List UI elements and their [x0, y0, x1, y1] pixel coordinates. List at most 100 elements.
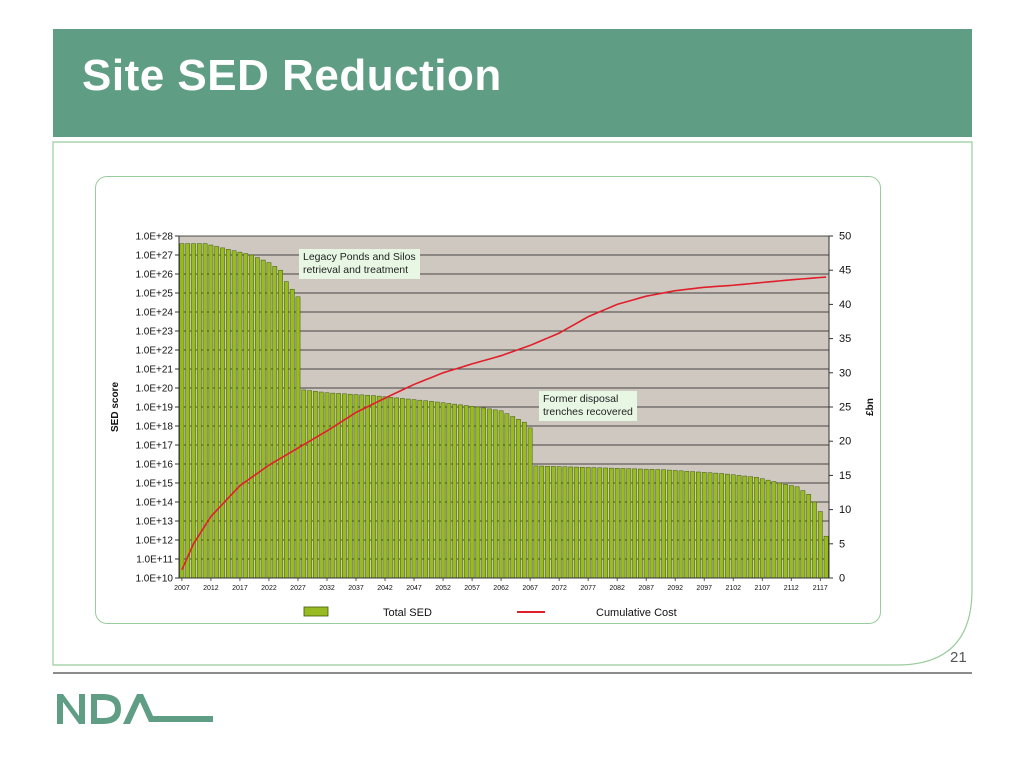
sed-bar	[179, 243, 185, 579]
x-tick-label: 2037	[348, 585, 364, 592]
x-tick-label: 2057	[464, 585, 480, 592]
y-tick-label: 1.0E+22	[135, 346, 173, 357]
sed-bar	[330, 392, 336, 579]
sed-bar	[452, 403, 458, 579]
sed-bar	[684, 470, 690, 579]
x-tick-label: 2102	[725, 585, 741, 592]
slide-title: Site SED Reduction	[82, 51, 502, 100]
y-tick-label: 1.0E+15	[135, 479, 173, 490]
x-tick-label: 2007	[174, 585, 190, 592]
sed-bar	[788, 485, 794, 579]
sed-bar	[225, 249, 231, 579]
sed-bar	[365, 394, 370, 579]
sed-bar	[382, 396, 388, 579]
sed-bar	[719, 473, 724, 579]
sed-bar	[661, 469, 666, 579]
sed-bar	[394, 397, 399, 579]
y-tick-label: 1.0E+10	[135, 574, 173, 585]
sed-bar	[446, 403, 452, 579]
sed-bar	[742, 475, 748, 579]
sed-bar	[405, 398, 411, 579]
annotation-line: Legacy Ponds and Silos	[303, 251, 416, 263]
y-tick-label: 1.0E+20	[135, 384, 173, 395]
y-tick-label: 1.0E+26	[135, 270, 173, 281]
sed-bar	[527, 427, 533, 579]
y2-axis-label: £bn	[865, 398, 876, 416]
sed-bar	[713, 472, 719, 579]
sed-bar	[237, 251, 243, 579]
x-tick-label: 2112	[784, 585, 799, 592]
x-tick-label: 2017	[232, 585, 248, 592]
sed-bar	[255, 257, 260, 579]
y2-tick-label: 40	[839, 299, 851, 311]
x-tick-label: 2062	[493, 585, 509, 592]
sed-bar	[307, 390, 312, 579]
y-tick-label: 1.0E+12	[135, 536, 173, 547]
y-tick-label: 1.0E+11	[136, 555, 173, 566]
y-tick-label: 1.0E+25	[135, 289, 173, 300]
sed-bar	[591, 467, 597, 579]
sed-bar	[353, 394, 359, 579]
sed-bar	[696, 471, 701, 579]
sed-bar	[754, 477, 759, 579]
x-tick-label: 2077	[580, 585, 596, 592]
sed-bar	[707, 472, 713, 579]
sed-bar	[429, 401, 434, 579]
sed-bar	[550, 466, 556, 579]
x-tick-label: 2027	[290, 585, 306, 592]
sed-bar	[614, 468, 620, 579]
sed-bar	[783, 484, 788, 579]
sed-bar	[400, 398, 405, 579]
sed-bar	[771, 481, 777, 579]
y2-tick-label: 0	[839, 573, 845, 585]
sed-bar	[649, 469, 655, 579]
sed-bar	[539, 465, 545, 579]
sed-bar	[295, 296, 301, 579]
x-tick-label: 2097	[696, 585, 712, 592]
sed-bar	[347, 393, 353, 579]
y2-tick-label: 5	[839, 538, 845, 550]
y-tick-label: 1.0E+19	[135, 403, 173, 414]
y2-tick-label: 45	[839, 265, 851, 277]
sed-bar	[794, 486, 800, 579]
x-tick-label: 2092	[667, 585, 683, 592]
sed-bar	[597, 467, 603, 579]
sed-bar	[487, 408, 492, 579]
sed-bar	[765, 479, 771, 579]
x-tick-label: 2067	[522, 585, 538, 592]
sed-bar	[521, 421, 527, 579]
y2-tick-label: 30	[839, 367, 851, 379]
footer-rule	[53, 672, 972, 674]
y-tick-label: 1.0E+24	[135, 308, 173, 319]
y-tick-label: 1.0E+13	[135, 517, 173, 528]
annotation-line: trenches recovered	[543, 406, 633, 418]
sed-bar	[434, 401, 440, 579]
sed-bar	[667, 469, 672, 579]
sed-bar	[730, 474, 736, 579]
y-tick-label: 1.0E+27	[135, 251, 173, 262]
sed-bar	[510, 416, 516, 579]
legend-swatch-total-sed	[303, 606, 329, 617]
y2-tick-label: 10	[839, 504, 851, 516]
sed-bar	[672, 470, 678, 579]
sed-bar	[655, 469, 661, 579]
y2-tick-label: 50	[839, 231, 851, 243]
sed-bar	[220, 247, 225, 579]
sed-bar	[498, 410, 504, 579]
y-axis-label: SED score	[110, 382, 121, 432]
sed-bar	[371, 395, 376, 579]
x-tick-label: 2022	[261, 585, 277, 592]
sed-bar	[440, 402, 446, 579]
y-tick-label: 1.0E+28	[135, 232, 173, 243]
sed-bar	[458, 404, 463, 579]
sed-bar	[284, 281, 289, 579]
sed-bar	[562, 466, 568, 579]
sed-bar	[568, 466, 574, 579]
sed-bar	[301, 389, 307, 579]
sed-bar	[469, 406, 475, 579]
sed-bar	[463, 405, 469, 579]
sed-bar	[574, 466, 579, 579]
x-tick-label: 2082	[609, 585, 625, 592]
sed-bar	[678, 470, 684, 579]
sed-bar	[231, 250, 237, 579]
